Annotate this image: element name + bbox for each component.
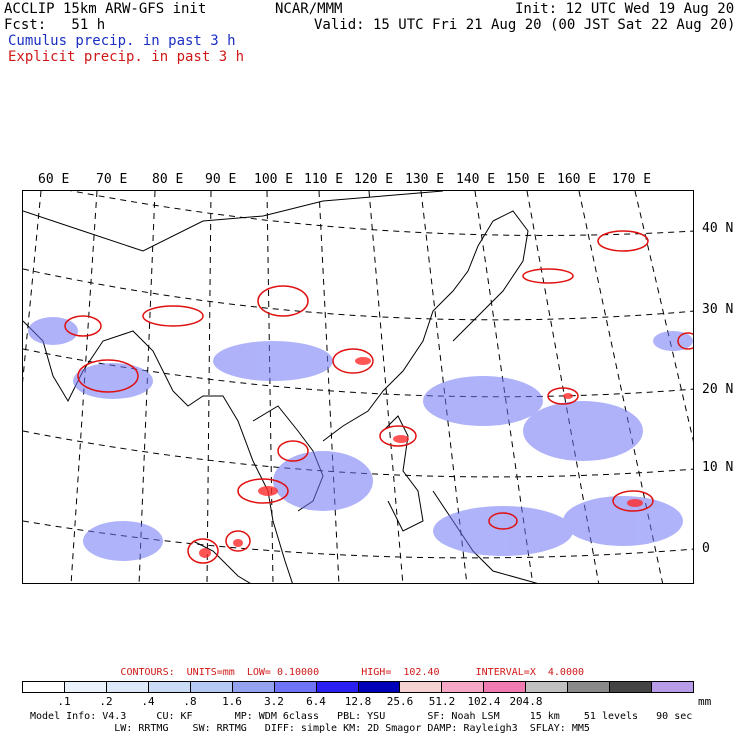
colorbar-units: mm — [698, 695, 712, 708]
colorbar — [22, 681, 694, 693]
contours-text: CONTOURS: UNITS=mm LOW= 0.10000 HIGH= 10… — [120, 667, 585, 678]
valid-time: Valid: 15 UTC Fri 21 Aug 20 (00 JST Sat … — [314, 17, 736, 33]
colorbar-cell — [64, 682, 107, 692]
title-left: ACCLIP 15km ARW-GFS init — [4, 1, 207, 17]
lon-label: 100 E — [254, 172, 294, 187]
colorbar-cell — [568, 682, 611, 692]
colorbar-cell — [190, 682, 233, 692]
contours-info: CONTOURS: UNITS=mm LOW= 0.10000 HIGH= 10… — [0, 667, 740, 678]
map-canvas — [23, 191, 693, 583]
colorbar-cell — [610, 682, 653, 692]
lon-label: 60 E — [38, 172, 70, 187]
lon-label: 170 E — [612, 172, 652, 187]
lat-label: 10 N — [702, 460, 734, 475]
legend-cumulus: Cumulus precip. in past 3 h — [8, 33, 236, 49]
colorbar-tick: .2 — [99, 695, 113, 708]
coastlines — [23, 191, 538, 583]
colorbar-cell — [274, 682, 317, 692]
cumulus-precip-areas — [28, 317, 693, 561]
footer-line-1: Model Info: V4.3 CU: KF MP: WDM 6class P… — [30, 711, 693, 722]
colorbar-tick: 51.2 — [428, 695, 456, 708]
forecast-hour: Fcst: 51 h — [4, 17, 106, 33]
colorbar-cell — [232, 682, 275, 692]
colorbar-tick: .1 — [57, 695, 71, 708]
colorbar-cell — [526, 682, 569, 692]
lon-label: 80 E — [152, 172, 184, 187]
init-time: Init: 12 UTC Wed 19 Aug 20 — [515, 1, 735, 17]
colorbar-tick: 102.4 — [467, 695, 501, 708]
colorbar-tick: 12.8 — [344, 695, 372, 708]
colorbar-tick: .4 — [141, 695, 155, 708]
lon-label: 130 E — [405, 172, 445, 187]
colorbar-tick: 3.2 — [264, 695, 284, 708]
lat-label: 0 — [702, 541, 710, 556]
lon-label: 110 E — [304, 172, 344, 187]
precip-map — [22, 190, 694, 584]
lon-label: 150 E — [506, 172, 546, 187]
colorbar-cell — [23, 682, 65, 692]
colorbar-tick: 1.6 — [222, 695, 242, 708]
lat-label: 40 N — [702, 221, 734, 236]
colorbar-cell — [316, 682, 359, 692]
colorbar-cell — [148, 682, 191, 692]
colorbar-cell — [484, 682, 527, 692]
explicit-precip-contours — [64, 230, 693, 564]
colorbar-tick: 25.6 — [386, 695, 414, 708]
colorbar-tick: .8 — [183, 695, 197, 708]
colorbar-cell — [442, 682, 485, 692]
colorbar-cell — [106, 682, 149, 692]
colorbar-tick: 6.4 — [306, 695, 326, 708]
lon-label: 120 E — [354, 172, 394, 187]
lat-label: 20 N — [702, 382, 734, 397]
legend-explicit: Explicit precip. in past 3 h — [8, 49, 245, 65]
footer-line-2: LW: RRTMG SW: RRTMG DIFF: simple KM: 2D … — [30, 723, 590, 734]
colorbar-cell — [400, 682, 443, 692]
lon-label: 70 E — [96, 172, 128, 187]
lat-label: 30 N — [702, 302, 734, 317]
explicit-precip-fill — [199, 357, 643, 558]
colorbar-cell — [652, 682, 693, 692]
colorbar-cell — [358, 682, 401, 692]
colorbar-tick: 204.8 — [509, 695, 543, 708]
lon-label: 90 E — [205, 172, 237, 187]
lon-label: 140 E — [456, 172, 496, 187]
lon-label: 160 E — [557, 172, 597, 187]
center-label: NCAR/MMM — [275, 1, 343, 17]
